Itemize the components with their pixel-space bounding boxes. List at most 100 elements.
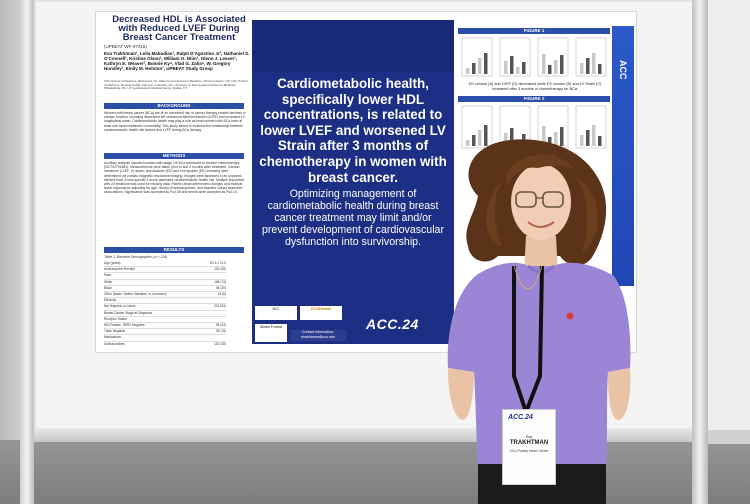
badge-organization: VCU Pauley Heart Center <box>509 449 549 453</box>
results-table-row: Not Hispanic or Latino 215 (94) <box>104 304 226 311</box>
figure-bar <box>466 140 470 146</box>
figure-bar <box>516 67 520 74</box>
contact-label: Contact information: <box>301 330 335 334</box>
neck <box>524 236 558 274</box>
figure-panel <box>537 37 569 77</box>
results-table-row: White 168 (74) <box>104 280 226 286</box>
contact-info: Contact information: etrakhtman@vcu.edu <box>290 330 346 341</box>
acc-logo: ACC.24 <box>366 316 419 332</box>
figure-panel <box>461 37 493 77</box>
key-finding-panel <box>252 20 454 344</box>
figure-bar <box>598 64 602 74</box>
poster-title: Decreased HDL is Associated with Reduced… <box>112 14 246 43</box>
results-table: Age (years) 52.6 ± 11.5 Anthracycline Rece… <box>104 261 226 345</box>
hair-side-right <box>574 176 598 252</box>
figure-bar <box>548 137 552 146</box>
methods-heading: METHODS <box>104 153 244 159</box>
face <box>511 164 571 240</box>
adjacent-poster-board <box>708 0 750 440</box>
results-table-row: Age (years) 52.6 ± 11.5 <box>104 261 226 268</box>
results-row-label: White <box>104 279 113 284</box>
figure-bar <box>598 136 602 146</box>
background-text: Women with breast cancer (BCa) are at an… <box>104 111 246 132</box>
figure-bar <box>466 68 470 74</box>
results-table-row: Race <box>104 273 226 280</box>
results-row-label: Breast Cancer Stage at Diagnosis <box>104 310 153 315</box>
presenter-photo <box>447 139 631 504</box>
poster-side-stripe <box>612 26 634 286</box>
results-row-label: Anthracyclines <box>104 341 125 345</box>
figure-panel <box>575 105 607 149</box>
results-table-row: Triple Negative 35 (15) <box>104 329 226 336</box>
figure-bar <box>478 58 482 74</box>
left-pole <box>20 0 34 504</box>
badge-last-name: TRAKHTMAN <box>509 440 549 446</box>
figure-bar <box>592 125 596 146</box>
results-row-label: Anthracycline Receipt <box>104 267 135 272</box>
heart-pin <box>566 312 574 320</box>
results-table-row: Ethnicity <box>104 298 226 305</box>
figure-bar <box>510 128 514 146</box>
background-heading: BACKGROUND <box>104 103 244 109</box>
badge-first-name: Eva <box>525 435 533 439</box>
results-row-value: 98 (43) <box>215 323 226 328</box>
figure-bar <box>548 65 552 74</box>
figure-bar <box>554 132 558 146</box>
figure-bar <box>478 130 482 146</box>
figure-bar <box>522 62 526 74</box>
results-row-label: Medications <box>104 335 122 340</box>
right-pole <box>692 0 708 504</box>
figure-bar <box>510 56 514 74</box>
results-table-caption: Table 1: Baseline Demographics (n = 228) <box>104 255 168 259</box>
name-badge <box>503 410 555 484</box>
results-row-value: 215 (94) <box>214 304 226 309</box>
poster-authors: Eva Trakhtman¹, Leila Mabudian¹, Ralph D… <box>104 51 250 71</box>
results-row-label: Black <box>104 285 112 290</box>
results-row-label: Not Hispanic or Latino <box>104 304 136 309</box>
side-stripe-text: ACC <box>618 60 628 80</box>
figure-bar <box>560 127 564 146</box>
results-row-value: 14 (6) <box>217 292 226 297</box>
figure-bar <box>484 125 488 146</box>
left-arm <box>448 368 474 420</box>
results-row-label: HR-Positive, HER2-Negative <box>104 323 145 328</box>
figure-bar <box>504 61 508 74</box>
results-table-row: Medications <box>104 335 226 342</box>
results-row-value: 102 (45) <box>214 267 226 272</box>
results-row-value: 46 (20) <box>215 285 226 290</box>
results-row-value: 35 (15) <box>215 329 226 334</box>
results-row-label: Race <box>104 273 112 278</box>
right-arm <box>608 368 631 420</box>
contact-email: etrakhtman@vcu.edu <box>300 335 336 339</box>
hair-fringe <box>506 154 576 188</box>
figure-bar <box>504 133 508 146</box>
figure-1-charts <box>461 37 607 77</box>
smile <box>527 221 555 228</box>
results-row-label: Age (years) <box>104 261 121 265</box>
figure-panel <box>461 105 493 149</box>
figure-1-heading: FIGURE 1 <box>458 28 610 34</box>
figure-bar <box>592 53 596 74</box>
poster-affiliations: VCU School of Medicine, Richmond, VA; Wa… <box>104 79 248 91</box>
implication-text: Optimizing management of cardiometabolic… <box>262 188 444 248</box>
figure-bar <box>472 63 476 74</box>
results-row-value: 168 (74) <box>214 279 226 284</box>
figure-panel <box>575 37 607 77</box>
figure-2-heading: FIGURE 2 <box>458 96 610 102</box>
key-finding-panel-header <box>252 20 454 72</box>
figure-bar <box>580 135 584 146</box>
results-row-label: Ethnicity <box>104 298 117 303</box>
results-heading: RESULTS <box>104 247 244 253</box>
figure-bar <box>586 130 590 146</box>
badge-logo: ACC.24 <box>508 414 533 421</box>
figure-bar <box>560 55 564 74</box>
vcu-health-logo: VCUHealth <box>300 306 342 320</box>
poster-abstract-id: (UPBEAT WF-97415) <box>104 44 147 49</box>
carpet-floor <box>0 430 750 504</box>
hair-side-left <box>485 180 504 246</box>
results-table-row: Black 46 (20) <box>104 285 226 293</box>
results-table-row: Receptor Status <box>104 317 226 324</box>
figure-bar <box>580 63 584 74</box>
results-table-row: HR-Positive, HER2-Negative 98 (43) <box>104 323 226 330</box>
figure-bar <box>554 60 558 74</box>
